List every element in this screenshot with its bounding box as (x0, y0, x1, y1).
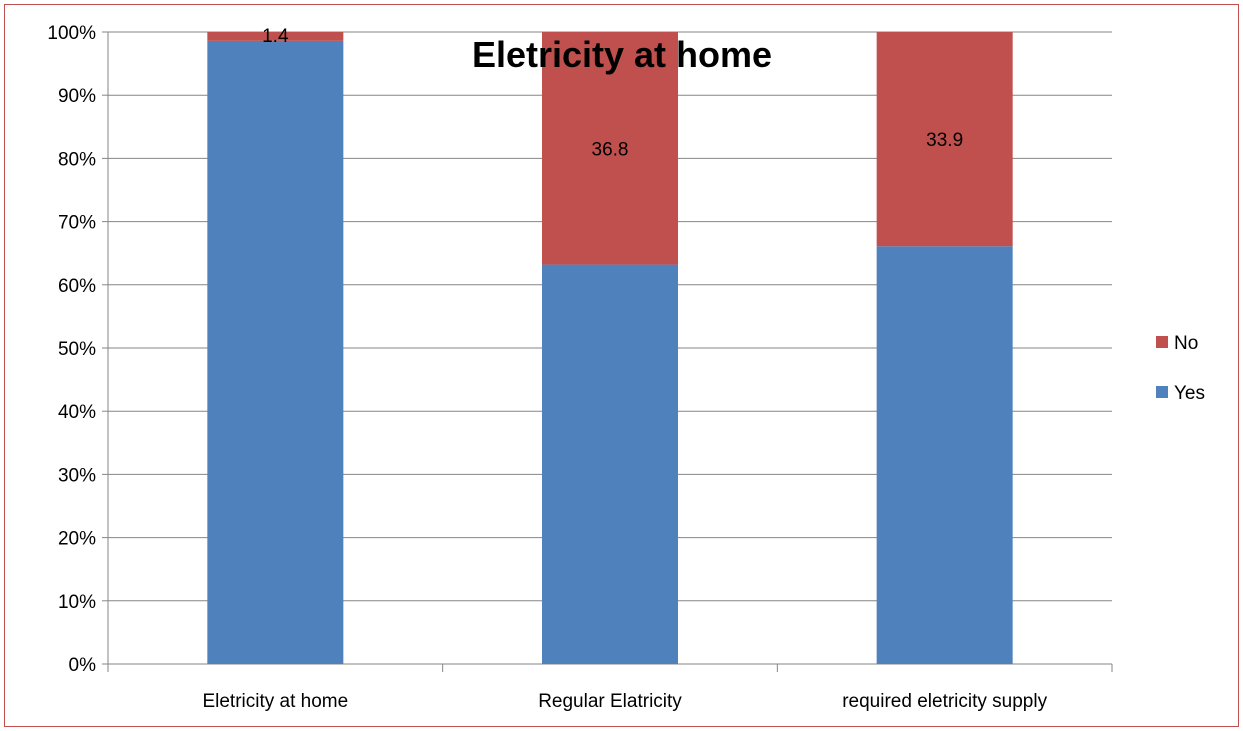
data-label: 36.8 (592, 139, 629, 160)
y-tick-labels: 0% 10% 20% 30% 40% 50% 60% 70% 80% 90% 100% (47, 23, 96, 676)
data-labels: 1.4 36.8 33.9 (262, 26, 963, 160)
y-tick-label: 10% (58, 592, 96, 613)
bar-yes-2 (542, 264, 678, 664)
x-tick-label: Eletricity at home (202, 691, 348, 712)
legend-swatch-yes (1156, 386, 1168, 398)
y-tick-label: 60% (58, 276, 96, 297)
bars (207, 32, 1013, 665)
bar-yes-1 (207, 40, 344, 664)
legend: No Yes (1156, 333, 1205, 404)
y-tick-label: 50% (58, 339, 96, 360)
bar-no-2 (542, 32, 678, 265)
chart-title: Eletricity at home (472, 34, 772, 75)
y-tick-label: 100% (47, 23, 96, 44)
legend-label-yes: Yes (1174, 383, 1205, 404)
y-tick-label: 80% (58, 149, 96, 170)
x-tick-label: required eletricity supply (842, 691, 1047, 712)
y-tick-label: 70% (58, 213, 96, 234)
x-tick-label: Regular Elatricity (538, 691, 682, 712)
data-label: 1.4 (262, 26, 289, 47)
y-tick-label: 0% (69, 655, 97, 676)
bar-no-3 (876, 32, 1013, 247)
data-label: 33.9 (926, 130, 963, 151)
x-tick-labels: Eletricity at home Regular Elatricity requ… (202, 691, 1047, 712)
legend-swatch-no (1156, 336, 1168, 348)
bar-no-1 (207, 32, 344, 41)
y-tick-label: 20% (58, 529, 96, 550)
y-tick-label: 40% (58, 402, 96, 423)
y-tick-label: 30% (58, 465, 96, 486)
bar-yes-3 (876, 246, 1013, 665)
legend-label-no: No (1174, 333, 1198, 354)
y-tick-label: 90% (58, 86, 96, 107)
